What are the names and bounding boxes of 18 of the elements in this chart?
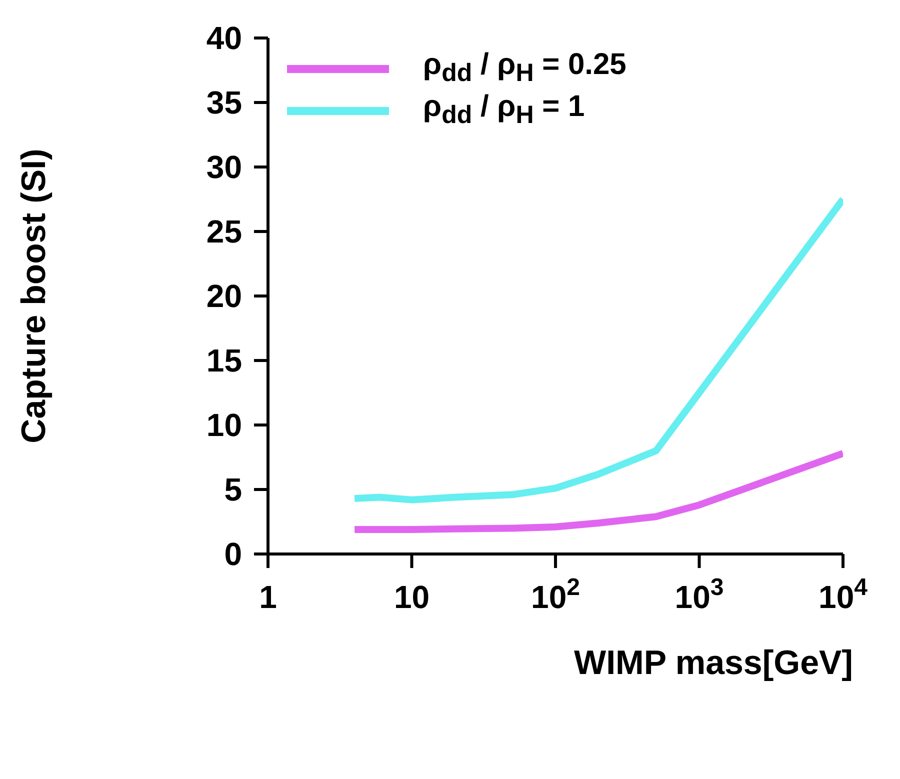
y-axis-title: Capture boost (SI) [15,148,54,444]
x-tick-label: 10 [394,579,430,615]
x-tick-label: 10$^{2}$ [531,574,580,615]
legend-label: ρ$_{dd}$ / ρ$_{H}$ = 1 [423,90,585,129]
x-tick-label: 10$^{4}$ [818,574,868,615]
y-tick-label: 0 [224,536,242,572]
y-tick-label: 20 [206,278,242,314]
x-axis-title: WIMP mass[GeV] [574,644,853,682]
legend-label: ρ$_{dd}$ / ρ$_{H}$ = 0.25 [423,48,626,87]
y-tick-label: 25 [206,214,242,250]
y-tick-label: 5 [224,472,242,508]
x-tick-label: 10$^{3}$ [674,574,724,615]
y-tick-label: 35 [206,84,242,120]
y-tick-label: 40 [206,20,242,56]
y-tick-label: 15 [206,342,242,378]
x-tick-label: 1 [259,579,277,615]
y-tick-label: 10 [206,407,242,443]
y-tick-label: 30 [206,149,242,185]
